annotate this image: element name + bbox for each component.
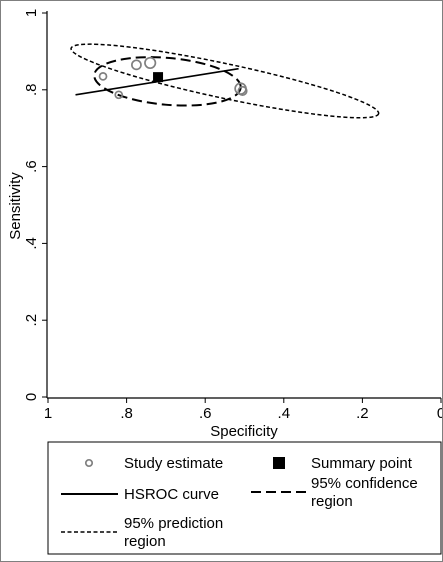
y-tick-label: 1 (23, 9, 40, 17)
legend-box (47, 441, 442, 555)
x-tick-label: .6 (199, 405, 212, 422)
legend-label: region (311, 493, 353, 510)
x-tick-label: .8 (120, 405, 133, 422)
x-tick-label: 0 (437, 405, 442, 422)
confidence-region-ellipse (93, 56, 242, 107)
legend: Study estimate Summary point HSROC curve 95… (47, 441, 442, 555)
x-tick-label: .2 (356, 405, 369, 422)
legend-label: Study estimate (124, 455, 223, 472)
legend-label: Summary point (311, 455, 413, 472)
study-estimate-point (98, 72, 108, 81)
legend-study-estimate-symbol (84, 458, 94, 468)
y-tick-label: .6 (23, 160, 40, 173)
plot-area (70, 43, 380, 119)
summary-point (153, 72, 164, 83)
y-tick-label: 0 (23, 393, 40, 401)
y-tick-label: .4 (23, 237, 40, 250)
y-axis-title: Sensitivity (7, 172, 24, 240)
legend-label: HSROC curve (124, 486, 219, 503)
study-estimate-point (144, 56, 157, 70)
x-tick-label: 1 (44, 405, 52, 422)
x-axis-title: Specificity (210, 423, 278, 440)
legend-label: 95% prediction (124, 515, 223, 532)
y-tick-label: .2 (23, 314, 40, 327)
legend-summary-point-symbol (273, 457, 285, 469)
axes: 0 .2 .4 .6 .8 1 1 .8 .6 .4 .2 0 Specificity Sensitivi… (7, 9, 442, 440)
x-tick-label: .4 (278, 405, 291, 422)
y-tick-label: .8 (23, 84, 40, 97)
legend-label: region (124, 533, 166, 550)
study-estimate-point (114, 90, 124, 100)
study-estimate-point (131, 59, 142, 71)
study-estimate-point (237, 85, 248, 97)
legend-label: 95% confidence (311, 475, 418, 492)
prediction-region-ellipse (70, 43, 380, 119)
